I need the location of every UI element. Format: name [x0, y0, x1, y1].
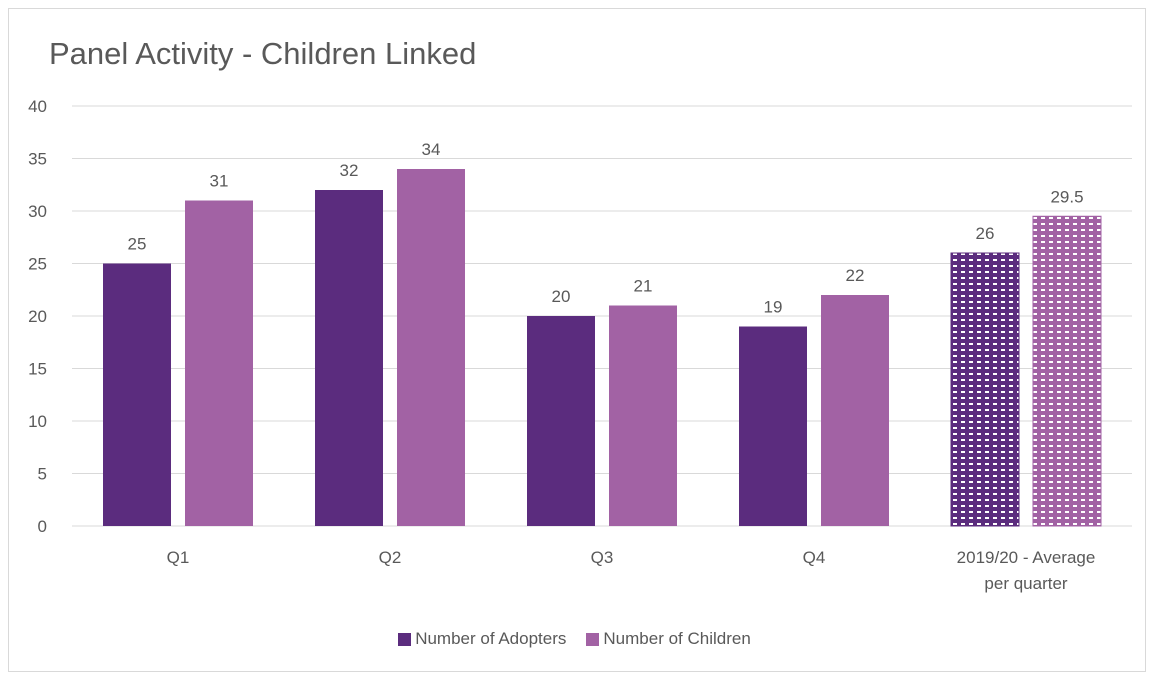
y-tick-label-35: 35 — [28, 150, 47, 169]
x-axis: Q1 Q2 Q3 Q4 2019/20 - Average per quarter — [167, 548, 1096, 593]
legend-label-adopters: Number of Adopters — [415, 629, 567, 648]
x-tick-label-2: Q2 — [379, 548, 402, 567]
data-label-adopters-5: 26 — [976, 224, 995, 243]
data-label-adopters-2: 32 — [340, 161, 359, 180]
y-tick-label-20: 20 — [28, 307, 47, 326]
x-tick-label-5: 2019/20 - Average per quarter — [957, 548, 1096, 593]
legend-label-children: Number of Children — [603, 629, 751, 648]
bar-adopters-4 — [739, 326, 807, 526]
bars — [103, 169, 1102, 527]
y-tick-label-5: 5 — [38, 465, 47, 484]
bar-children-4 — [821, 295, 889, 526]
legend-swatch-children — [586, 632, 600, 646]
legend-swatch-adopters — [398, 632, 412, 646]
data-label-adopters-4: 19 — [764, 298, 783, 317]
y-tick-label-25: 25 — [28, 255, 47, 274]
bar-children-3 — [609, 305, 677, 526]
bar-adopters-2 — [315, 190, 383, 526]
y-tick-label-40: 40 — [28, 97, 47, 116]
data-labels: 25 31 32 34 20 21 19 22 26 29.5 — [128, 140, 1084, 317]
data-label-children-2: 34 — [422, 140, 441, 159]
bar-children-1 — [185, 200, 253, 526]
legend-item-children[interactable]: Number of Children — [586, 629, 751, 649]
data-label-adopters-1: 25 — [128, 235, 147, 254]
chart-title: Panel Activity - Children Linked — [49, 36, 477, 71]
y-tick-label-0: 0 — [38, 517, 47, 536]
y-tick-label-10: 10 — [28, 412, 47, 431]
x-tick-label-3: Q3 — [591, 548, 614, 567]
bar-children-2 — [397, 169, 465, 526]
bar-adopters-5 — [950, 252, 1020, 527]
bar-adopters-1 — [103, 263, 171, 526]
bar-children-5 — [1032, 215, 1102, 527]
y-tick-label-30: 30 — [28, 202, 47, 221]
data-label-children-3: 21 — [634, 277, 653, 296]
data-label-children-1: 31 — [210, 172, 229, 191]
y-axis: 0 5 10 15 20 25 30 35 40 — [28, 97, 47, 536]
data-label-adopters-3: 20 — [552, 287, 571, 306]
y-tick-label-15: 15 — [28, 360, 47, 379]
legend-item-adopters[interactable]: Number of Adopters — [398, 629, 566, 649]
x-tick-label-1: Q1 — [167, 548, 190, 567]
bar-adopters-3 — [527, 316, 595, 526]
data-label-children-4: 22 — [846, 266, 865, 285]
data-label-children-5: 29.5 — [1050, 187, 1083, 206]
x-tick-label-4: Q4 — [803, 548, 826, 567]
legend: Number of Adopters Number of Children — [0, 629, 1149, 649]
